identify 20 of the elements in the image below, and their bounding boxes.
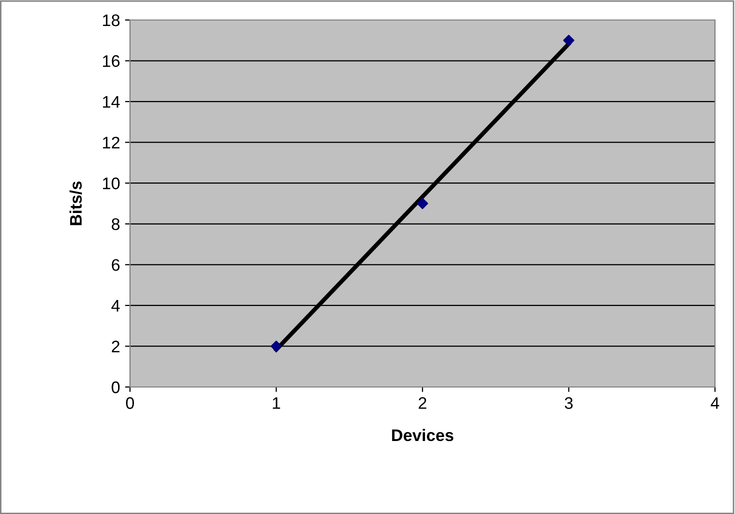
y-tick-label: 8 [112, 218, 120, 230]
y-tick-label: 0 [112, 381, 120, 394]
x-tick-label: 3 [564, 397, 573, 409]
x-tick-label: 2 [418, 397, 426, 409]
y-tick-label: 16 [103, 55, 120, 67]
x-tick-label: 0 [126, 397, 134, 409]
x-axis-title: Devices [392, 428, 454, 442]
y-tick-label: 4 [111, 300, 120, 312]
x-tick-label: 1 [272, 397, 280, 409]
y-tick-label: 6 [112, 259, 120, 271]
y-tick-label: 2 [112, 340, 120, 352]
y-tick-label: 14 [103, 96, 120, 108]
y-tick-label: 12 [103, 136, 120, 148]
point [563, 34, 574, 46]
y-tick-label: 10 [103, 178, 120, 190]
point [416, 198, 428, 210]
point [270, 340, 282, 352]
y-tick-label: 18 [103, 14, 120, 26]
y-axis-title: Bits/s [70, 181, 82, 226]
x-tick-label: 4 [710, 397, 720, 409]
